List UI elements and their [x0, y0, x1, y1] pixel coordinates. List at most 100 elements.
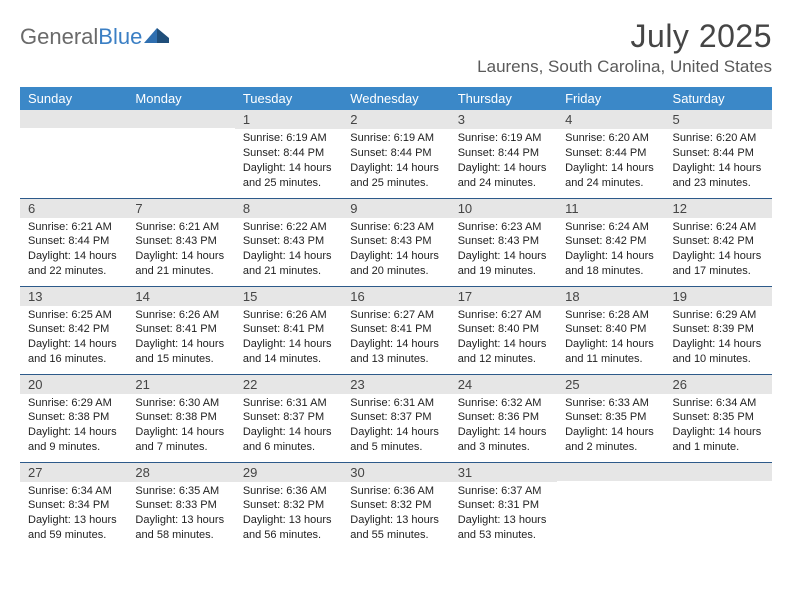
day-content: Sunrise: 6:23 AMSunset: 8:43 PMDaylight:…	[450, 218, 557, 283]
day-cell	[20, 110, 127, 198]
day-number: 18	[557, 287, 664, 306]
sunrise-text: Sunrise: 6:32 AM	[458, 396, 549, 411]
day-cell: 3Sunrise: 6:19 AMSunset: 8:44 PMDaylight…	[450, 110, 557, 198]
brand-logo: GeneralBlue	[20, 18, 170, 50]
title-block: July 2025 Laurens, South Carolina, Unite…	[477, 18, 772, 77]
day-content: Sunrise: 6:26 AMSunset: 8:41 PMDaylight:…	[235, 306, 342, 371]
day-content	[665, 481, 772, 531]
day-header: Tuesday	[235, 87, 342, 110]
sunset-text: Sunset: 8:41 PM	[350, 322, 441, 337]
sunset-text: Sunset: 8:42 PM	[28, 322, 119, 337]
day-cell: 4Sunrise: 6:20 AMSunset: 8:44 PMDaylight…	[557, 110, 664, 198]
day-number: 20	[20, 375, 127, 394]
day-content	[127, 128, 234, 178]
day-number: 28	[127, 463, 234, 482]
sunrise-text: Sunrise: 6:28 AM	[565, 308, 656, 323]
day-cell: 5Sunrise: 6:20 AMSunset: 8:44 PMDaylight…	[665, 110, 772, 198]
sunrise-text: Sunrise: 6:23 AM	[458, 220, 549, 235]
daylight-text: Daylight: 14 hours and 1 minute.	[673, 425, 764, 455]
day-cell: 23Sunrise: 6:31 AMSunset: 8:37 PMDayligh…	[342, 374, 449, 462]
day-cell: 6Sunrise: 6:21 AMSunset: 8:44 PMDaylight…	[20, 198, 127, 286]
sunrise-text: Sunrise: 6:34 AM	[673, 396, 764, 411]
day-cell: 30Sunrise: 6:36 AMSunset: 8:32 PMDayligh…	[342, 462, 449, 550]
day-content: Sunrise: 6:29 AMSunset: 8:39 PMDaylight:…	[665, 306, 772, 371]
day-content	[557, 481, 664, 531]
day-number: 30	[342, 463, 449, 482]
day-cell: 14Sunrise: 6:26 AMSunset: 8:41 PMDayligh…	[127, 286, 234, 374]
sunset-text: Sunset: 8:44 PM	[565, 146, 656, 161]
sunrise-text: Sunrise: 6:29 AM	[28, 396, 119, 411]
day-cell: 16Sunrise: 6:27 AMSunset: 8:41 PMDayligh…	[342, 286, 449, 374]
day-cell: 20Sunrise: 6:29 AMSunset: 8:38 PMDayligh…	[20, 374, 127, 462]
sunset-text: Sunset: 8:44 PM	[243, 146, 334, 161]
sunset-text: Sunset: 8:43 PM	[350, 234, 441, 249]
sunset-text: Sunset: 8:43 PM	[243, 234, 334, 249]
sunset-text: Sunset: 8:39 PM	[673, 322, 764, 337]
day-content: Sunrise: 6:33 AMSunset: 8:35 PMDaylight:…	[557, 394, 664, 459]
daylight-text: Daylight: 14 hours and 12 minutes.	[458, 337, 549, 367]
sunrise-text: Sunrise: 6:33 AM	[565, 396, 656, 411]
day-cell: 21Sunrise: 6:30 AMSunset: 8:38 PMDayligh…	[127, 374, 234, 462]
week-row: 13Sunrise: 6:25 AMSunset: 8:42 PMDayligh…	[20, 286, 772, 374]
day-cell	[665, 462, 772, 550]
day-content: Sunrise: 6:27 AMSunset: 8:41 PMDaylight:…	[342, 306, 449, 371]
day-cell: 10Sunrise: 6:23 AMSunset: 8:43 PMDayligh…	[450, 198, 557, 286]
day-content	[20, 128, 127, 178]
day-content: Sunrise: 6:21 AMSunset: 8:43 PMDaylight:…	[127, 218, 234, 283]
page-header: GeneralBlue July 2025 Laurens, South Car…	[20, 18, 772, 77]
day-cell: 17Sunrise: 6:27 AMSunset: 8:40 PMDayligh…	[450, 286, 557, 374]
day-number: 8	[235, 199, 342, 218]
daylight-text: Daylight: 14 hours and 14 minutes.	[243, 337, 334, 367]
day-cell: 22Sunrise: 6:31 AMSunset: 8:37 PMDayligh…	[235, 374, 342, 462]
daylight-text: Daylight: 13 hours and 55 minutes.	[350, 513, 441, 543]
daylight-text: Daylight: 14 hours and 24 minutes.	[458, 161, 549, 191]
day-cell: 8Sunrise: 6:22 AMSunset: 8:43 PMDaylight…	[235, 198, 342, 286]
sunrise-text: Sunrise: 6:36 AM	[350, 484, 441, 499]
day-cell: 31Sunrise: 6:37 AMSunset: 8:31 PMDayligh…	[450, 462, 557, 550]
day-cell: 2Sunrise: 6:19 AMSunset: 8:44 PMDaylight…	[342, 110, 449, 198]
day-header: Saturday	[665, 87, 772, 110]
day-content: Sunrise: 6:36 AMSunset: 8:32 PMDaylight:…	[235, 482, 342, 547]
day-cell	[557, 462, 664, 550]
sunset-text: Sunset: 8:33 PM	[135, 498, 226, 513]
sunset-text: Sunset: 8:44 PM	[673, 146, 764, 161]
day-number: 5	[665, 110, 772, 129]
day-content: Sunrise: 6:20 AMSunset: 8:44 PMDaylight:…	[665, 129, 772, 194]
day-number: 14	[127, 287, 234, 306]
day-cell: 19Sunrise: 6:29 AMSunset: 8:39 PMDayligh…	[665, 286, 772, 374]
day-number	[557, 463, 664, 481]
sunrise-text: Sunrise: 6:34 AM	[28, 484, 119, 499]
day-number: 15	[235, 287, 342, 306]
daylight-text: Daylight: 14 hours and 3 minutes.	[458, 425, 549, 455]
daylight-text: Daylight: 14 hours and 17 minutes.	[673, 249, 764, 279]
sunset-text: Sunset: 8:41 PM	[243, 322, 334, 337]
day-content: Sunrise: 6:21 AMSunset: 8:44 PMDaylight:…	[20, 218, 127, 283]
day-cell: 15Sunrise: 6:26 AMSunset: 8:41 PMDayligh…	[235, 286, 342, 374]
day-content: Sunrise: 6:25 AMSunset: 8:42 PMDaylight:…	[20, 306, 127, 371]
daylight-text: Daylight: 14 hours and 2 minutes.	[565, 425, 656, 455]
day-cell: 18Sunrise: 6:28 AMSunset: 8:40 PMDayligh…	[557, 286, 664, 374]
day-cell: 12Sunrise: 6:24 AMSunset: 8:42 PMDayligh…	[665, 198, 772, 286]
day-cell	[127, 110, 234, 198]
daylight-text: Daylight: 13 hours and 53 minutes.	[458, 513, 549, 543]
day-content: Sunrise: 6:36 AMSunset: 8:32 PMDaylight:…	[342, 482, 449, 547]
day-content: Sunrise: 6:22 AMSunset: 8:43 PMDaylight:…	[235, 218, 342, 283]
daylight-text: Daylight: 14 hours and 15 minutes.	[135, 337, 226, 367]
sunset-text: Sunset: 8:32 PM	[243, 498, 334, 513]
day-cell: 11Sunrise: 6:24 AMSunset: 8:42 PMDayligh…	[557, 198, 664, 286]
day-content: Sunrise: 6:20 AMSunset: 8:44 PMDaylight:…	[557, 129, 664, 194]
sunrise-text: Sunrise: 6:31 AM	[243, 396, 334, 411]
daylight-text: Daylight: 14 hours and 25 minutes.	[243, 161, 334, 191]
sunset-text: Sunset: 8:34 PM	[28, 498, 119, 513]
day-number	[665, 463, 772, 481]
daylight-text: Daylight: 14 hours and 9 minutes.	[28, 425, 119, 455]
daylight-text: Daylight: 14 hours and 6 minutes.	[243, 425, 334, 455]
sunset-text: Sunset: 8:42 PM	[673, 234, 764, 249]
sunrise-text: Sunrise: 6:20 AM	[673, 131, 764, 146]
day-number	[127, 110, 234, 128]
brand-name: GeneralBlue	[20, 24, 142, 50]
day-content: Sunrise: 6:32 AMSunset: 8:36 PMDaylight:…	[450, 394, 557, 459]
daylight-text: Daylight: 13 hours and 59 minutes.	[28, 513, 119, 543]
daylight-text: Daylight: 14 hours and 24 minutes.	[565, 161, 656, 191]
day-number: 7	[127, 199, 234, 218]
